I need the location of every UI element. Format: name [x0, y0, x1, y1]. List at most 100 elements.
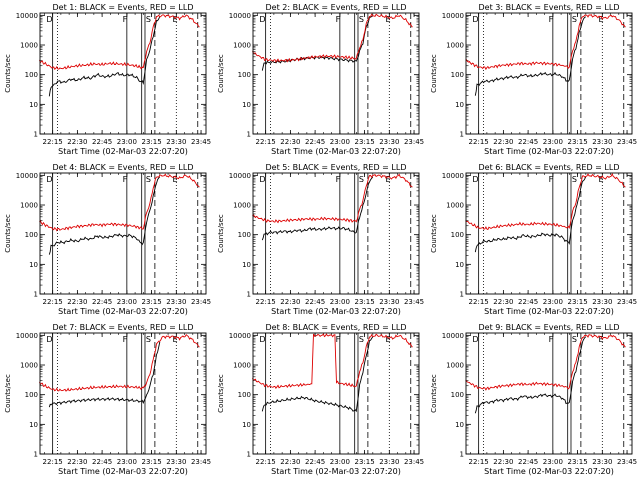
annotation-label: E	[385, 175, 390, 184]
x-axis-label: Start Time (02-Mar-03 22:07:20)	[58, 147, 188, 156]
annotation-label: D	[46, 15, 52, 24]
lld-series-line	[39, 333, 200, 392]
annotation-label: E	[172, 15, 177, 24]
x-tick-label: 22:45	[92, 298, 112, 306]
chart-panel-3: Det 3: BLACK = Events, RED = LLD Counts/s…	[430, 3, 637, 156]
chart-panel-7: Det 7: BLACK = Events, RED = LLD Counts/s…	[4, 323, 211, 476]
y-tick-label: 10000	[442, 12, 464, 20]
y-tick-label: 1	[34, 291, 38, 299]
y-tick-label: 1	[247, 291, 251, 299]
y-axis-label: Counts/sec	[217, 54, 225, 93]
x-tick-label: 23:00	[330, 298, 350, 306]
chart-panel-5: Det 5: BLACK = Events, RED = LLD Counts/s…	[217, 163, 424, 316]
chart-panel-6: Det 6: BLACK = Events, RED = LLD Counts/s…	[430, 163, 637, 316]
y-axis-label: Counts/sec	[430, 374, 438, 413]
x-tick-label: 23:00	[543, 138, 563, 146]
chart-title: Det 6: BLACK = Events, RED = LLD	[479, 163, 620, 172]
x-tick-label: 23:45	[404, 458, 424, 466]
y-axis-label: Counts/sec	[430, 214, 438, 253]
annotation-label: F	[336, 15, 341, 24]
y-axis-label: Counts/sec	[4, 214, 12, 253]
x-tick-label: 22:15	[43, 458, 63, 466]
annotation-label: F	[549, 175, 554, 184]
y-tick-label: 100	[451, 71, 464, 79]
annotation-label: E	[598, 335, 603, 344]
annotation-label: S	[146, 175, 151, 184]
x-tick-label: 23:30	[592, 138, 612, 146]
y-tick-label: 10	[29, 261, 38, 269]
lld-series-line	[252, 173, 413, 224]
x-tick-label: 22:45	[92, 138, 112, 146]
x-tick-label: 23:45	[617, 138, 637, 146]
x-tick-label: 22:45	[92, 458, 112, 466]
x-axis-label: Start Time (02-Mar-03 22:07:20)	[271, 467, 401, 476]
annotation-label: D	[472, 15, 478, 24]
y-tick-label: 1000	[233, 362, 251, 370]
y-tick-label: 100	[238, 71, 251, 79]
x-tick-label: 23:30	[166, 138, 186, 146]
annotation-label: S	[572, 335, 577, 344]
x-tick-label: 22:30	[493, 298, 513, 306]
x-tick-label: 23:00	[330, 458, 350, 466]
annotation-label: D	[259, 335, 265, 344]
annotation-label: F	[123, 15, 128, 24]
plot-frame	[465, 12, 633, 135]
events-series-line	[48, 341, 161, 408]
x-tick-label: 23:15	[567, 138, 587, 146]
x-tick-label: 22:15	[256, 298, 276, 306]
plot-frame	[252, 332, 420, 455]
y-axis-label: Counts/sec	[430, 54, 438, 93]
x-tick-label: 22:15	[43, 138, 63, 146]
plot-frame	[39, 172, 207, 295]
x-tick-label: 23:30	[166, 458, 186, 466]
x-tick-label: 23:00	[117, 138, 137, 146]
chart-title: Det 1: BLACK = Events, RED = LLD	[53, 3, 194, 12]
annotation-label: F	[549, 335, 554, 344]
y-tick-label: 1000	[446, 42, 464, 50]
chart-title: Det 2: BLACK = Events, RED = LLD	[266, 3, 407, 12]
x-tick-label: 23:15	[354, 138, 374, 146]
annotation-label: S	[572, 15, 577, 24]
lld-series-line	[39, 173, 200, 232]
y-tick-label: 1	[460, 131, 464, 139]
annotation-label: F	[336, 175, 341, 184]
annotation-label: D	[259, 15, 265, 24]
annotation-label: E	[598, 175, 603, 184]
y-tick-label: 10000	[442, 332, 464, 340]
lld-series-line	[465, 14, 626, 71]
x-tick-label: 23:30	[592, 458, 612, 466]
y-tick-label: 1	[460, 451, 464, 459]
y-tick-label: 10	[455, 101, 464, 109]
events-series-line	[48, 16, 161, 97]
y-tick-label: 100	[238, 391, 251, 399]
annotation-label: S	[146, 15, 151, 24]
x-tick-label: 23:30	[592, 298, 612, 306]
x-tick-label: 23:00	[543, 458, 563, 466]
lld-series-line	[252, 13, 413, 63]
events-series-line	[48, 176, 161, 255]
y-tick-label: 100	[25, 391, 38, 399]
annotation-label: F	[123, 335, 128, 344]
x-axis-label: Start Time (02-Mar-03 22:07:20)	[58, 467, 188, 476]
annotation-label: E	[598, 15, 603, 24]
y-axis-label: Counts/sec	[4, 54, 12, 93]
plot-frame	[252, 172, 420, 295]
y-axis-label: Counts/sec	[4, 374, 12, 413]
y-tick-label: 10000	[229, 332, 251, 340]
annotation-label: S	[359, 335, 364, 344]
lld-series-line	[252, 333, 413, 390]
events-series-line	[261, 15, 373, 71]
x-tick-label: 23:15	[141, 138, 161, 146]
x-tick-label: 22:30	[493, 138, 513, 146]
annotation-label: E	[172, 175, 177, 184]
y-tick-label: 100	[25, 71, 38, 79]
y-tick-label: 10000	[229, 172, 251, 180]
y-tick-label: 10	[29, 101, 38, 109]
y-tick-label: 10	[242, 421, 251, 429]
y-axis-label: Counts/sec	[217, 374, 225, 413]
x-tick-label: 23:30	[166, 298, 186, 306]
events-series-line	[261, 176, 374, 241]
x-tick-label: 23:00	[543, 298, 563, 306]
x-tick-label: 23:45	[617, 298, 637, 306]
